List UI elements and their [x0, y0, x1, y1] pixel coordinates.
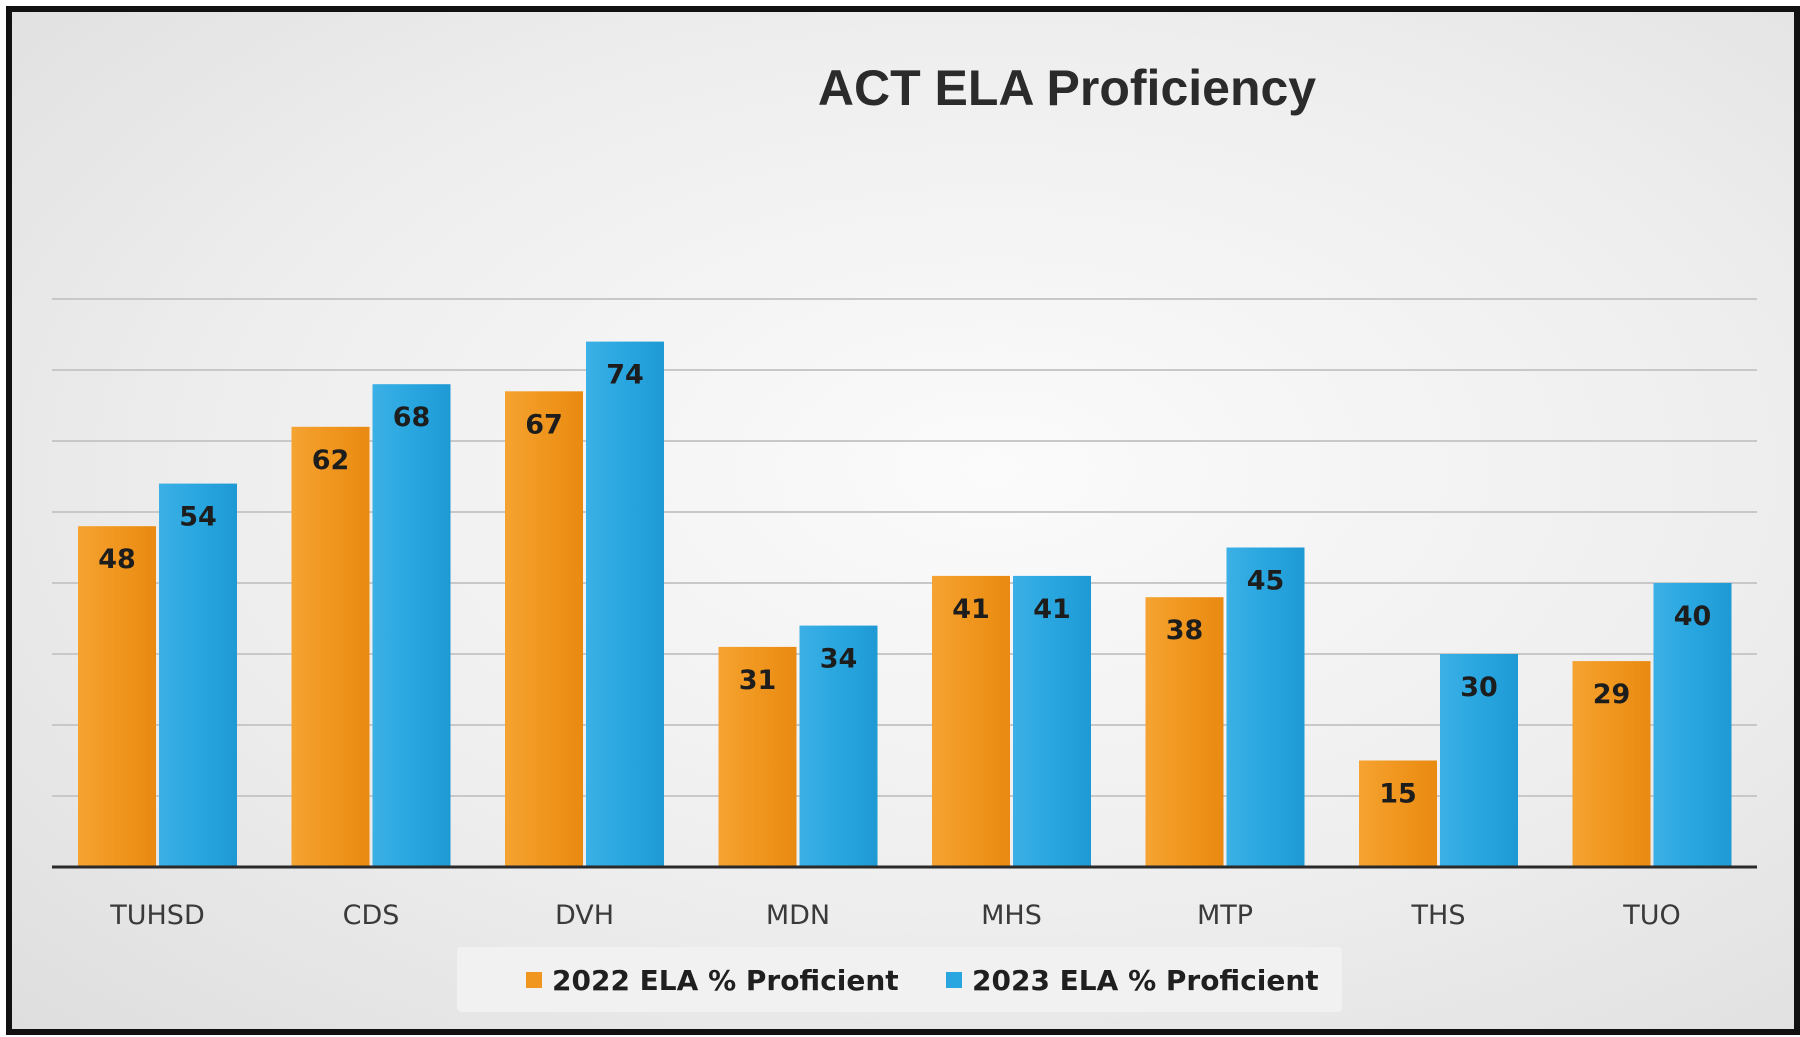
bars [78, 341, 1732, 868]
bar-ths-2022 [1359, 760, 1437, 867]
data-label: 40 [1674, 601, 1712, 632]
bar-tuhsd-2022 [78, 526, 156, 867]
data-label: 30 [1460, 672, 1498, 703]
data-label: 45 [1247, 566, 1285, 597]
data-label: 31 [739, 665, 777, 696]
category-label: MDN [766, 900, 830, 931]
bar-tuhsd-2023 [159, 483, 237, 867]
legend-label-2023: 2023 ELA % Proficient [972, 964, 1319, 997]
category-label: DVH [555, 900, 614, 931]
chart-frame: ACT ELA Proficiency 48 54 62 68 67 74 31 34 41 41… [6, 6, 1800, 1035]
data-label: 54 [179, 502, 217, 533]
data-label: 41 [952, 594, 990, 625]
data-label: 29 [1593, 679, 1631, 710]
bar-cds-2022 [291, 426, 370, 867]
data-label: 48 [98, 544, 136, 575]
bar-mdn-2023 [799, 625, 878, 867]
bar-tuo-2022 [1572, 661, 1651, 867]
bar-tuo-2023 [1653, 583, 1732, 867]
data-label: 67 [525, 409, 563, 440]
data-label: 15 [1379, 779, 1417, 810]
legend: 2022 ELA % Proficient 2023 ELA % Profici… [457, 947, 1342, 1012]
legend-swatch-2023 [946, 972, 962, 988]
legend-background [457, 947, 1342, 1012]
data-label: 68 [393, 402, 431, 433]
bar-cds-2023 [372, 384, 451, 867]
category-label: THS [1411, 900, 1466, 931]
bar-mdn-2022 [718, 646, 797, 867]
data-label: 38 [1166, 615, 1204, 646]
bar-mhs-2023 [1013, 575, 1091, 867]
data-label: 74 [606, 360, 644, 391]
category-label: CDS [343, 900, 400, 931]
chart-title: ACT ELA Proficiency [818, 60, 1316, 116]
data-label: 34 [820, 644, 858, 675]
data-labels: 48 54 62 68 67 74 31 34 41 41 38 45 15 30 29 40 [98, 360, 1711, 810]
bar-mhs-2022 [932, 575, 1010, 867]
bar-mtp-2022 [1145, 597, 1224, 867]
bar-dvh-2022 [505, 391, 583, 867]
data-label: 62 [312, 445, 350, 476]
legend-label-2022: 2022 ELA % Proficient [552, 964, 899, 997]
category-label: MHS [981, 900, 1042, 931]
data-label: 41 [1033, 594, 1071, 625]
legend-swatch-2022 [526, 972, 542, 988]
bar-ths-2023 [1440, 654, 1518, 867]
category-label: TUO [1622, 900, 1681, 931]
category-label: MTP [1197, 900, 1253, 931]
bar-mtp-2023 [1226, 547, 1305, 867]
bar-chart: ACT ELA Proficiency 48 54 62 68 67 74 31 34 41 41… [52, 60, 1757, 1012]
category-label: TUHSD [109, 900, 205, 931]
bar-dvh-2023 [586, 341, 664, 868]
category-labels: TUHSD CDS DVH MDN MHS MTP THS TUO [109, 900, 1681, 931]
